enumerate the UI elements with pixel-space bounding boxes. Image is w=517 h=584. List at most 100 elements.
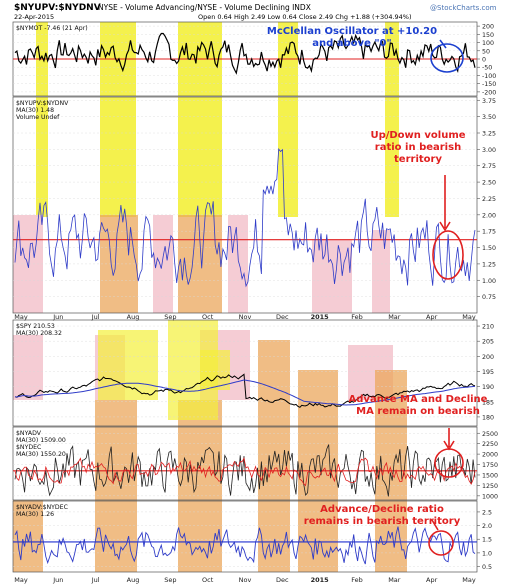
x-tick-label: May: [462, 576, 476, 584]
tick-label: 2.00: [482, 212, 496, 219]
ann-updown-line: ratio in bearish: [375, 142, 461, 153]
x-tick-label: 2015: [311, 576, 330, 584]
ann-updown-line: territory: [394, 154, 442, 165]
yellow-zone: [98, 330, 158, 400]
tick-label: 1250: [482, 483, 498, 490]
legend-layer: $NYMOT -7.46 (21 Apr)$NYUPV:$NYDNVMA(30)…: [16, 25, 88, 518]
yellow-zone: [36, 97, 48, 217]
tick-label: 2500: [482, 431, 498, 438]
yellow-zone: [278, 97, 298, 217]
panel-frame-spy: [12, 319, 478, 427]
legend-entry: MA(30) 1.48: [16, 107, 54, 114]
x-tick-label: Jul: [91, 313, 100, 321]
tick-label: 1.50: [482, 245, 496, 252]
ad-ratio-line: [14, 526, 476, 565]
tick-label: 180: [482, 414, 494, 421]
legend-entry: $NYADV: [16, 430, 42, 437]
x-tick-label: Oct: [202, 313, 214, 321]
tick-label: -150: [482, 81, 496, 88]
spy-ma-line: [14, 379, 476, 406]
ann-updown-line: Up/Down volume: [370, 130, 465, 141]
tick-label: 200: [482, 354, 494, 361]
tick-label: 50: [482, 48, 490, 55]
tick-label: -100: [482, 73, 496, 80]
updown-circle: [432, 230, 464, 280]
tick-label: -200: [482, 89, 496, 96]
header-date: 22-Apr-2015: [14, 13, 54, 21]
tick-label: 2.5: [482, 509, 492, 516]
x-tick-label: May: [14, 576, 28, 584]
adratio-circle: [428, 530, 454, 556]
yellow-zone: [100, 97, 136, 217]
x-tick-label: Aug: [127, 313, 140, 321]
series-layer: [13, 32, 477, 565]
orange-zone: [178, 400, 222, 572]
updown-volume-line: [14, 148, 476, 288]
tick-label: 2.50: [482, 180, 496, 187]
tick-label: 3.00: [482, 147, 496, 154]
tick-label: 1500: [482, 472, 498, 479]
ann-advma-line: Advance MA and Decline: [349, 394, 488, 405]
pink-zone: [372, 230, 390, 313]
x-tick-label: Dec: [276, 313, 289, 321]
x-tick-label: Aug: [127, 576, 140, 584]
x-tick-label: Jun: [52, 313, 63, 321]
tick-label: 185: [482, 399, 494, 406]
mcclellan-circle: [430, 43, 464, 73]
tick-label: 0.75: [482, 294, 496, 301]
tick-label: 205: [482, 339, 494, 346]
legend-entry: MA(30) 208.32: [16, 330, 62, 337]
legend-entry: $NYDEC: [16, 444, 41, 451]
tick-label: 1000: [482, 493, 498, 500]
x-tick-label: 2015: [311, 313, 330, 321]
ann-mcclellan-line: McClellan Oscillator at +10.20: [267, 26, 437, 37]
tick-label: 2000: [482, 452, 498, 459]
x-tick-label: Apr: [426, 576, 438, 584]
yellow-zone: [178, 97, 222, 217]
legend-entry: MA(30) 1.26: [16, 511, 54, 518]
tick-label: 2.75: [482, 163, 496, 170]
mcclellan-arrow: [439, 39, 447, 49]
tick-label: 0: [482, 57, 486, 64]
pink-zone: [312, 240, 352, 313]
x-tick-label: Nov: [239, 576, 252, 584]
x-tick-label: Feb: [351, 576, 363, 584]
header-ohlc: Open 0.64 High 2.49 Low 0.64 Close 2.49 …: [198, 13, 412, 21]
tick-label: 150: [482, 32, 494, 39]
ann-advma-line: MA remain on bearish: [356, 406, 480, 417]
x-tick-label: May: [462, 313, 476, 321]
tick-label: 200: [482, 24, 494, 31]
legend-entry: MA(30) 1550.20: [16, 451, 66, 458]
tick-label: 3.25: [482, 131, 496, 138]
panel-frame-adratio: [12, 500, 478, 573]
yellow-zone: [385, 97, 399, 217]
x-axis: May May Jun Jun Jul Jul Aug Aug Sep Sep Oct Oct Nov N…: [14, 313, 476, 584]
advma-arrow: [443, 428, 455, 451]
spy-price-line: [14, 373, 476, 408]
x-tick-label: Jun: [52, 576, 63, 584]
x-tick-label: Mar: [388, 313, 401, 321]
stockcharts-logo: @StockCharts.com: [430, 4, 497, 12]
mcclellan-line: [14, 32, 476, 75]
ann-adratio-line: remains in bearish territory: [304, 516, 461, 527]
legend-entry: $NYMOT -7.46 (21 Apr): [16, 25, 88, 32]
ann-adratio-line: Advance/Decline ratio: [320, 504, 444, 515]
tick-label: 210: [482, 324, 494, 331]
x-tick-label: Dec: [276, 576, 289, 584]
x-tick-label: Apr: [426, 313, 438, 321]
x-tick-label: Nov: [239, 313, 252, 321]
updown-arrow: [439, 175, 451, 232]
nyadv-line: [14, 444, 476, 497]
tick-label: 1.75: [482, 229, 496, 236]
highlight-zones: [13, 22, 407, 572]
panel-frame-updown: [12, 96, 478, 314]
x-tick-label: Sep: [164, 313, 176, 321]
tick-label: 2250: [482, 441, 498, 448]
tick-layer: 200150100500-50-100-150-2003.753.503.253…: [477, 24, 498, 571]
yellow-zone: [200, 350, 230, 390]
x-tick-label: Mar: [388, 576, 401, 584]
nydec-ma-line: [14, 457, 476, 487]
ann-mcclellan-line: and above "0": [312, 38, 391, 49]
tick-label: 3.50: [482, 114, 496, 121]
